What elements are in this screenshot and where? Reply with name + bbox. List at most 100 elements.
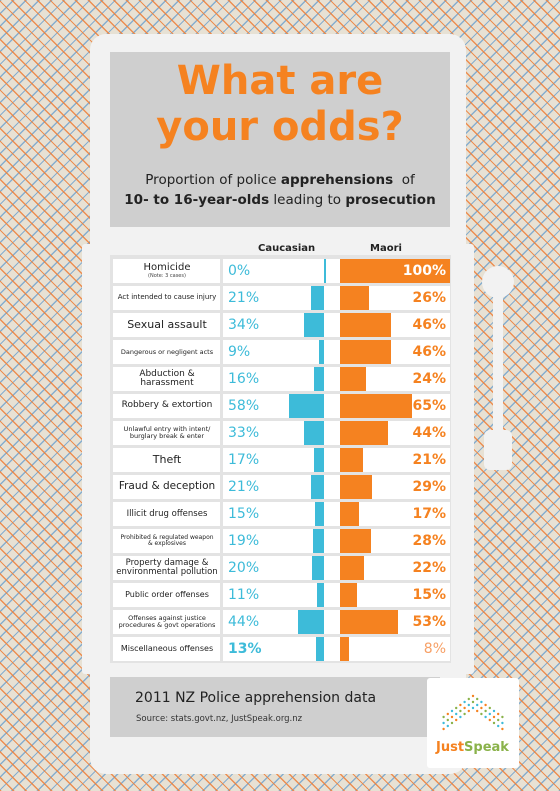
- category-text: Illicit drug offenses: [126, 508, 208, 519]
- value-label-maori: 28%: [412, 533, 446, 549]
- logo-dot: [455, 712, 458, 716]
- logo-dot: [476, 709, 479, 713]
- category-text: Unlawful entry with intent/ burglary bre…: [123, 425, 211, 440]
- title-panel: [110, 52, 450, 227]
- bar-cell: [223, 475, 450, 499]
- table-row: Theft 17% 21%: [113, 448, 450, 472]
- logo-dot: [471, 694, 475, 698]
- bar-caucasian: [313, 448, 324, 472]
- label-cell: [113, 448, 220, 472]
- value-label-maori: 15%: [412, 587, 446, 603]
- value-label-caucasian: 15%: [228, 506, 260, 522]
- category-text: Abduction & harassment: [139, 368, 195, 388]
- logo-dot: [455, 718, 458, 722]
- category-label: Illicit drug offenses: [113, 502, 221, 526]
- label-cell: [113, 583, 220, 607]
- bar-maori: [340, 367, 367, 391]
- table-row: Property damage & environmental pollutio…: [113, 556, 450, 580]
- table-row: Sexual assault 34% 46%: [113, 313, 450, 337]
- value-label-caucasian: 11%: [228, 587, 260, 603]
- bar-maori: [340, 340, 391, 364]
- logo-dot: [446, 724, 449, 728]
- bar-caucasian: [316, 637, 324, 661]
- bar-maori: [340, 259, 450, 283]
- logo-dot: [501, 727, 504, 731]
- category-text: Property damage & environmental pollutio…: [116, 558, 218, 577]
- value-label-caucasian: 13%: [228, 641, 262, 657]
- logo-dot: [488, 718, 491, 722]
- value-label-maori: 21%: [412, 452, 446, 468]
- value-label-caucasian: 21%: [228, 479, 260, 495]
- logo-dot: [471, 706, 475, 710]
- logo-dot: [446, 712, 449, 716]
- logo-dot: [501, 721, 504, 725]
- category-label: Property damage & environmental pollutio…: [113, 556, 221, 580]
- logo-dot: [463, 712, 466, 716]
- legend-caucasian: Caucasian: [258, 243, 316, 254]
- logo-dot: [442, 727, 445, 731]
- bar-caucasian: [324, 259, 326, 283]
- category-text: Fraud & deception: [118, 480, 216, 493]
- value-label-caucasian: 21%: [228, 290, 260, 306]
- value-label-caucasian: 20%: [228, 560, 260, 576]
- category-text: Offenses against justice procedures & go…: [118, 614, 216, 629]
- category-label: Theft: [113, 448, 221, 472]
- label-cell: [113, 610, 220, 634]
- bar-maori: [340, 286, 369, 310]
- logo-dot: [476, 697, 479, 701]
- bar-maori: [340, 475, 372, 499]
- logo-dot: [459, 709, 462, 713]
- category-label: Robbery & extortion: [113, 394, 221, 418]
- bar-caucasian: [312, 529, 324, 553]
- logo-dot: [463, 700, 466, 704]
- bar-cell: [223, 313, 450, 337]
- logo-dot: [497, 718, 500, 722]
- table-row: Public order offenses 11% 15%: [113, 583, 450, 607]
- bar-caucasian: [303, 313, 324, 337]
- logo-dot: [497, 724, 500, 728]
- bar-maori: [340, 529, 371, 553]
- category-label: Public order offenses: [113, 583, 221, 607]
- logo-dot: [492, 715, 496, 719]
- bar-caucasian: [317, 583, 324, 607]
- value-label-maori: 65%: [412, 398, 446, 414]
- value-label-caucasian: 0%: [228, 263, 251, 279]
- value-label-maori: 8%: [423, 641, 446, 657]
- value-label-maori: 22%: [412, 560, 446, 576]
- logo-dot: [459, 703, 462, 707]
- logo-dot: [480, 712, 483, 716]
- bar-cell: [223, 286, 450, 310]
- category-text: Sexual assault: [127, 318, 207, 332]
- logo-dot: [484, 703, 487, 707]
- value-label-caucasian: 44%: [228, 614, 260, 630]
- legend-maori: Maori: [370, 243, 402, 254]
- logo-dot: [450, 715, 454, 719]
- bar-caucasian: [318, 340, 324, 364]
- logo-dot: [442, 721, 445, 725]
- category-label: Miscellaneous offenses: [113, 637, 221, 661]
- logo-dot: [467, 697, 470, 701]
- logo-dot: [492, 709, 496, 713]
- logo-dot: [459, 715, 462, 719]
- category-label: Fraud & deception: [113, 475, 221, 499]
- logo-dot: [501, 715, 504, 719]
- category-text: Dangerous or negligent acts: [120, 347, 214, 356]
- bar-caucasian: [315, 502, 324, 526]
- category-label: Act intended to cause injury: [113, 286, 221, 310]
- bar-caucasian: [311, 286, 324, 310]
- label-cell: [113, 556, 220, 580]
- logo-dot: [480, 706, 483, 710]
- value-label-caucasian: 58%: [228, 398, 260, 414]
- logo-dot: [467, 709, 470, 713]
- logo-dot: [484, 715, 487, 719]
- value-label-maori: 17%: [412, 506, 446, 522]
- table-row: Dangerous or negligent acts 9% 46%: [113, 340, 450, 364]
- logo-dot: [488, 712, 491, 716]
- bar-maori: [340, 394, 412, 418]
- bar-maori: [340, 637, 349, 661]
- category-label: Homicide (Note: 3 cases): [113, 259, 221, 283]
- bar-cell: [223, 637, 450, 661]
- value-label-caucasian: 9%: [228, 344, 251, 360]
- value-label-caucasian: 33%: [228, 425, 260, 441]
- logo-dot: [484, 709, 487, 713]
